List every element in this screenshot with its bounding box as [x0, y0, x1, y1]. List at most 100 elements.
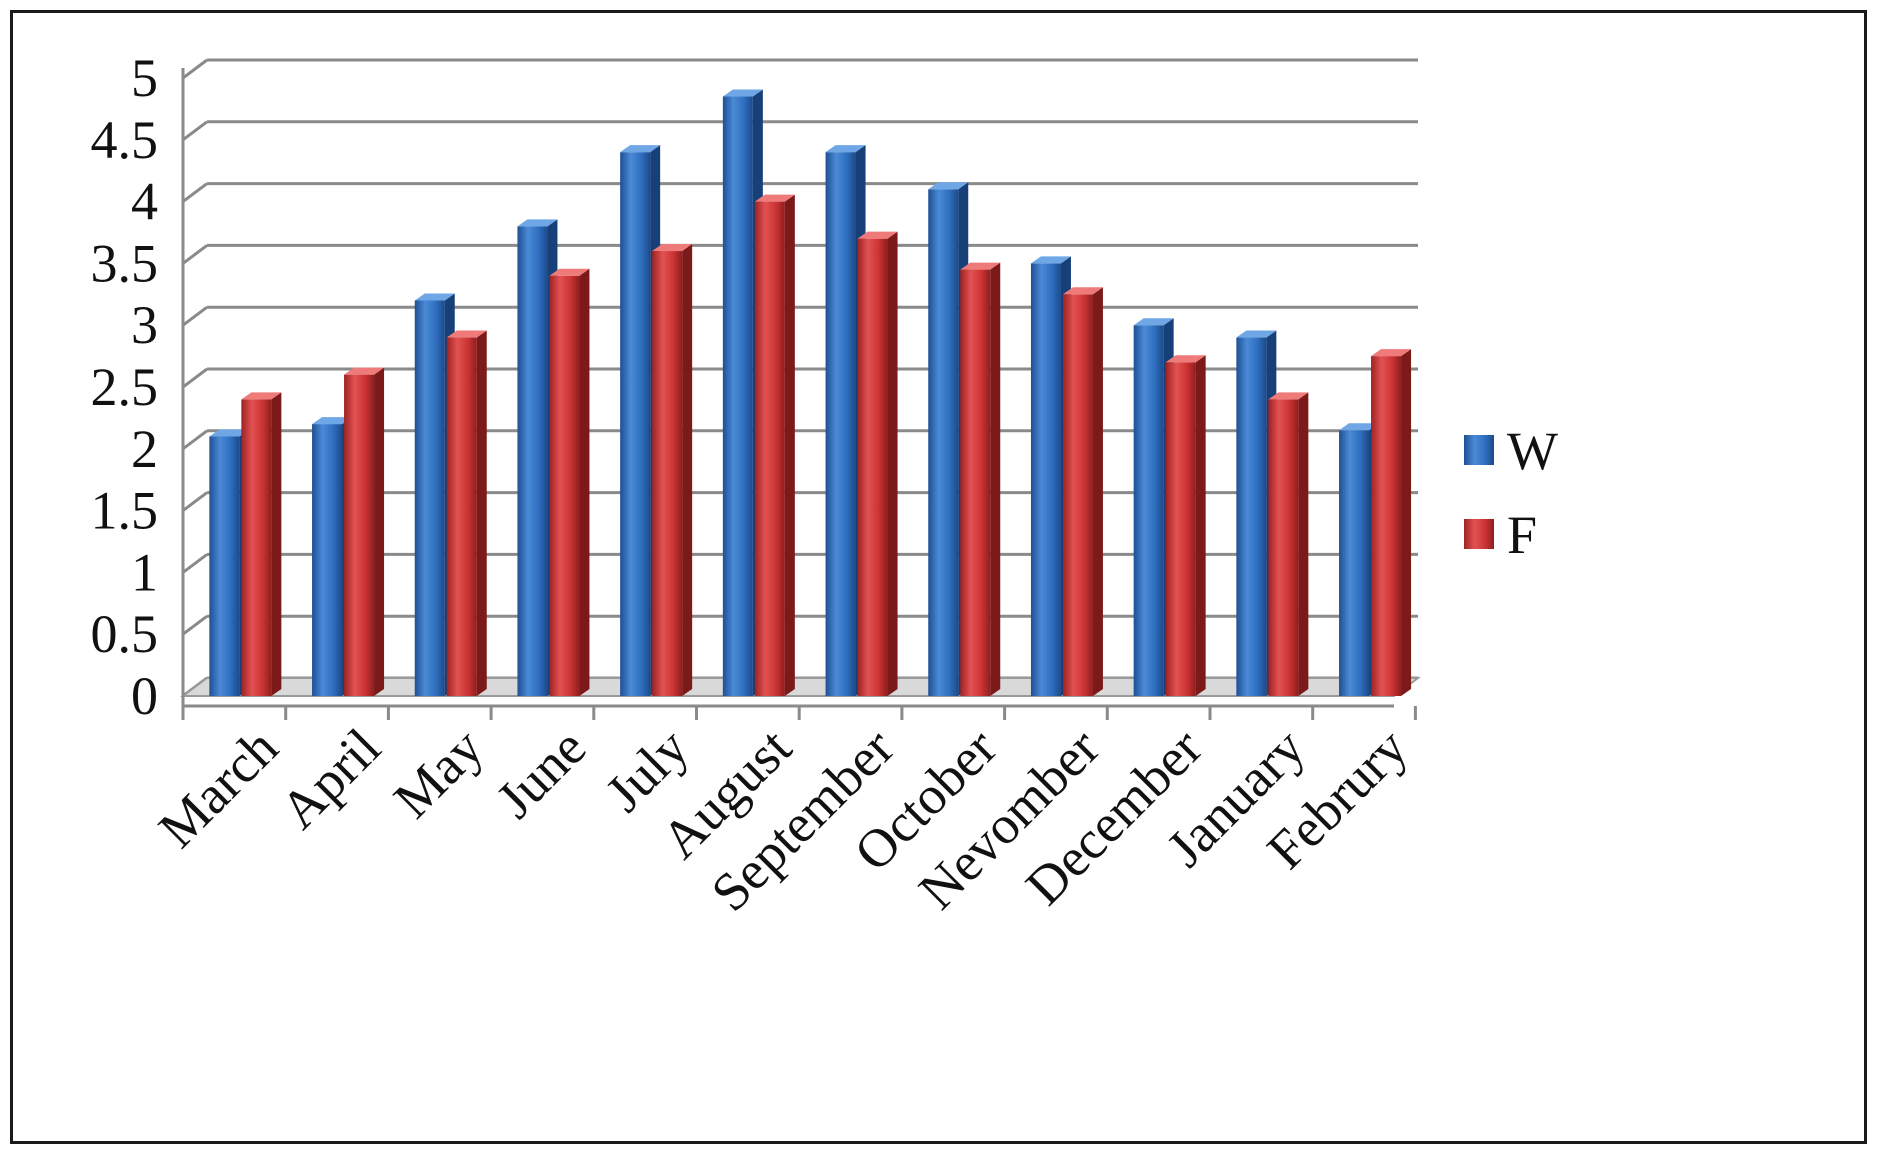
y-tick-label: 1.5	[91, 481, 159, 541]
bar-front	[722, 96, 753, 697]
bar-top	[754, 194, 795, 202]
axes	[181, 68, 1417, 720]
legend-swatch	[1464, 435, 1494, 465]
floor-plane	[180, 677, 1421, 697]
bar-top	[1371, 349, 1412, 357]
legend-swatch	[1464, 519, 1494, 549]
gridline-side	[182, 120, 208, 142]
legend: WF	[1464, 421, 1558, 565]
gridline-side	[182, 244, 208, 265]
bar-front	[344, 374, 375, 696]
y-tick-label: 3.5	[91, 233, 159, 293]
gridline-side	[182, 367, 208, 389]
bar-front	[1030, 263, 1061, 696]
bar-F-August	[754, 194, 795, 696]
bar-top	[517, 219, 558, 227]
gridline-side	[182, 491, 208, 512]
bar-front	[549, 275, 580, 696]
y-tick-label: 2	[131, 419, 158, 479]
bar-side	[784, 194, 795, 696]
bar-top	[414, 293, 455, 301]
bar-F-May	[446, 330, 487, 696]
bar-F-March	[241, 392, 282, 696]
x-category-label: April	[269, 717, 392, 840]
bar-top	[209, 429, 250, 437]
bar-front	[312, 424, 343, 696]
bar-side	[1298, 392, 1309, 696]
gridline-side	[182, 429, 208, 450]
bar-side	[1195, 355, 1206, 696]
gridline-side	[182, 306, 208, 327]
gridline-side	[182, 615, 208, 636]
bar-side	[682, 244, 693, 697]
bar-top	[1133, 318, 1174, 326]
bar-top	[960, 262, 1001, 270]
bar-front	[652, 251, 683, 697]
bar-front	[620, 152, 651, 696]
bar-side	[579, 268, 590, 696]
x-category-label: March	[147, 717, 289, 859]
bar-top	[241, 392, 282, 400]
bar-front	[517, 226, 548, 696]
legend-label: W	[1507, 421, 1558, 481]
legend-label: F	[1507, 505, 1537, 565]
chart-floor	[180, 677, 1421, 697]
legend-item-W: W	[1464, 421, 1558, 481]
bar-top	[1268, 392, 1309, 400]
bar-front	[825, 152, 856, 696]
bar-F-July	[652, 244, 693, 697]
bar-top	[549, 268, 590, 276]
bar-side	[990, 262, 1001, 696]
bar-F-January	[1268, 392, 1309, 696]
gridline-side	[182, 58, 208, 80]
bar-front	[1165, 362, 1196, 696]
bar-front	[414, 300, 445, 696]
bar-top	[1339, 423, 1380, 431]
bar-side	[374, 367, 385, 696]
bars	[209, 89, 1412, 697]
bar-top	[620, 145, 661, 153]
bar-chart: 00.511.522.533.544.55MarchAprilMayJuneJu…	[91, 48, 1559, 923]
bar-front	[857, 238, 888, 696]
y-tick-label: 0	[131, 666, 158, 726]
bar-front	[960, 269, 991, 696]
bar-F-Februry	[1371, 349, 1412, 696]
bar-front	[754, 201, 785, 696]
y-tick-label: 4.5	[91, 110, 159, 170]
x-category-label: June	[485, 717, 597, 829]
bar-top	[1165, 355, 1206, 363]
bar-top	[857, 231, 898, 239]
bar-side	[271, 392, 282, 696]
gridlines	[182, 58, 1418, 698]
y-tick-label: 5	[131, 48, 158, 108]
bar-front	[1062, 294, 1093, 696]
bar-F-September	[857, 231, 898, 696]
legend-item-F: F	[1464, 505, 1537, 565]
y-tick-label: 1	[131, 542, 158, 602]
bar-front	[241, 399, 272, 696]
bar-F-April	[344, 367, 385, 696]
bar-side	[887, 231, 898, 696]
bar-front	[209, 436, 240, 696]
bar-front	[1133, 325, 1164, 696]
bar-top	[928, 182, 969, 190]
bar-top	[446, 330, 487, 338]
bar-top	[652, 244, 693, 252]
bar-top	[1030, 256, 1071, 264]
bar-F-June	[549, 268, 590, 696]
bar-top	[312, 417, 353, 425]
x-category-label: May	[382, 717, 494, 829]
bar-front	[446, 337, 477, 696]
bar-top	[1236, 330, 1277, 338]
y-tick-label: 2.5	[91, 357, 159, 417]
gridline-side	[182, 553, 208, 574]
bar-top	[1062, 287, 1103, 295]
bar-front	[1236, 337, 1267, 696]
gridline-side	[182, 182, 208, 203]
bar-front	[1371, 356, 1402, 696]
bar-top	[722, 89, 763, 97]
y-tick-label: 0.5	[91, 604, 159, 664]
bar-top	[825, 145, 866, 153]
bar-F-October	[960, 262, 1001, 696]
y-tick-label: 3	[131, 295, 158, 355]
